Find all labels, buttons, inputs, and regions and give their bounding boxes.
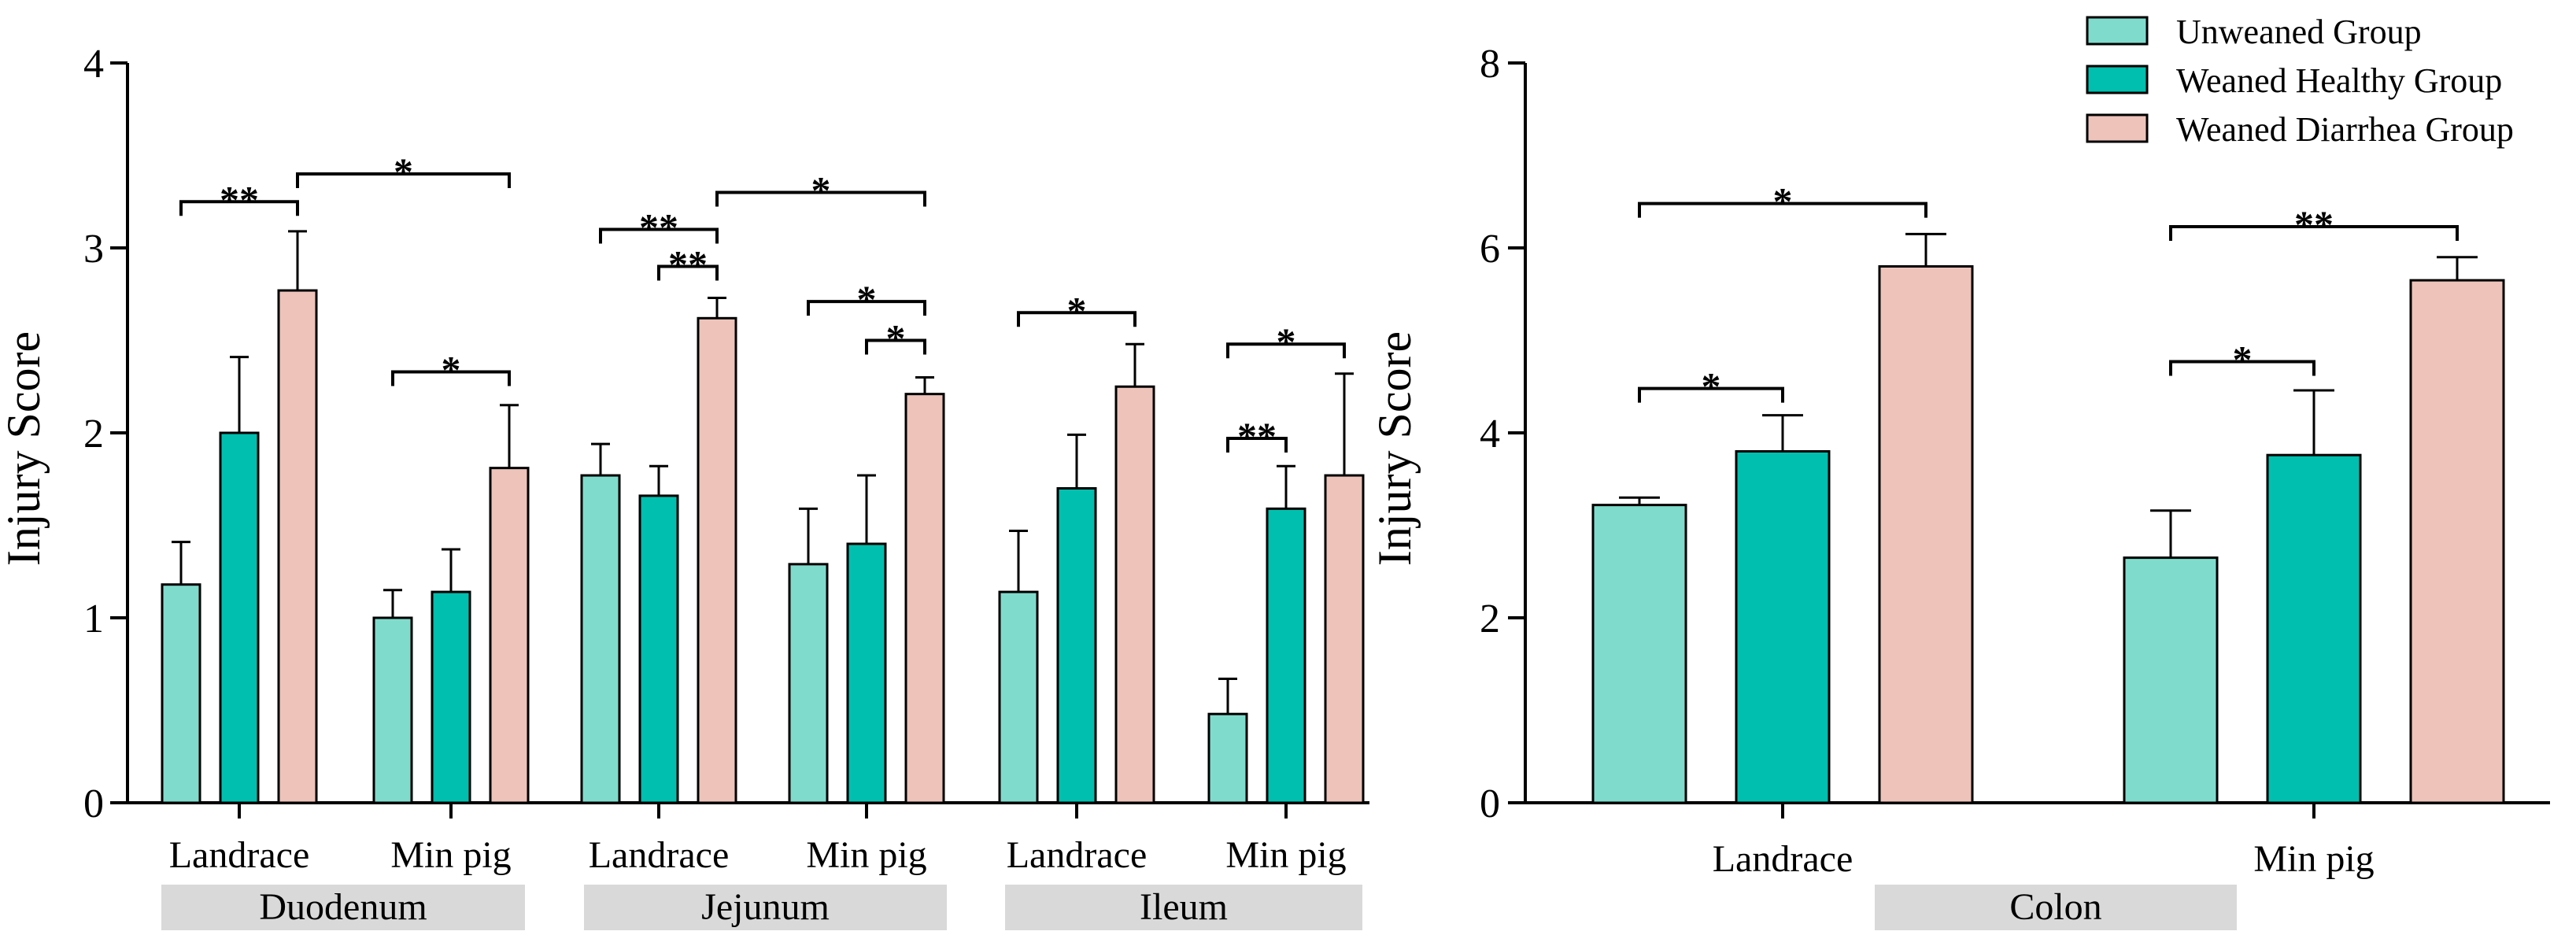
x-category-label: Min pig: [806, 834, 926, 876]
y-tick-label: 2: [1480, 597, 1500, 641]
y-tick-label: 6: [1480, 227, 1500, 272]
bar-ileum-min-pig-weaned-diarrhea: [1324, 474, 1365, 804]
legend-label-weaned-diarrhea: Weaned Diarrhea Group: [2176, 110, 2514, 149]
legend-label-unweaned: Unweaned Group: [2176, 13, 2422, 51]
significance-bracket: [179, 200, 299, 216]
bar-colon-min-pig-weaned-healthy: [2266, 453, 2362, 804]
y-tick-label: 0: [83, 782, 104, 826]
legend: Unweaned Group Weaned Healthy Group Wean…: [2086, 13, 2514, 149]
bar-duodenum-min-pig-weaned-healthy: [431, 590, 471, 804]
bar-jejunum-min-pig-unweaned: [788, 563, 829, 804]
x-category-label: Min pig: [1225, 834, 1346, 876]
significance-label: **: [220, 177, 259, 221]
y-tick-label: 4: [1480, 412, 1500, 456]
region-label-ileum: Ileum: [1140, 886, 1228, 928]
region-label-duodenum: Duodenum: [259, 886, 427, 928]
bar-ileum-min-pig-weaned-healthy: [1266, 507, 1306, 804]
legend-swatch-unweaned: [2086, 16, 2149, 46]
y-axis-title: Injury Score: [0, 331, 50, 566]
bar-ileum-landrace-weaned-diarrhea: [1114, 385, 1155, 804]
significance-label: *: [1067, 288, 1087, 332]
significance-bracket: [599, 227, 719, 244]
x-category-label: Landrace: [1713, 838, 1853, 880]
significance-bracket: [715, 190, 926, 207]
x-category-label: Landrace: [589, 834, 730, 876]
panel-small-intestine: Injury Score 0 1 2 3 4 Landrace Min pig Landrace…: [0, 42, 1369, 930]
significance-label: *: [442, 347, 461, 391]
bar-ileum-landrace-weaned-healthy: [1056, 487, 1097, 804]
y-tick-label: 3: [83, 227, 104, 272]
significance-label: *: [857, 277, 877, 321]
bar-duodenum-landrace-weaned-healthy: [219, 431, 260, 804]
y-axis-title: Injury Score: [1369, 331, 1421, 566]
x-category-label: Min pig: [2253, 838, 2374, 880]
bar-colon-landrace-weaned-healthy: [1735, 450, 1831, 804]
bar-colon-landrace-unweaned: [1591, 504, 1687, 804]
bar-duodenum-min-pig-weaned-diarrhea: [489, 467, 530, 804]
region-box-ileum: [1005, 885, 1362, 930]
significance-bracket: [657, 264, 719, 281]
region-label-jejunum: Jejunum: [701, 886, 830, 928]
bar-duodenum-landrace-unweaned: [161, 583, 201, 804]
legend-swatch-weaned-diarrhea: [2086, 113, 2149, 143]
significance-bracket: [2169, 360, 2315, 376]
significance-label: *: [811, 168, 831, 212]
region-box-duodenum: [161, 885, 525, 930]
significance-label: **: [639, 205, 678, 249]
bar-jejunum-landrace-weaned-healthy: [638, 494, 679, 804]
bar-jejunum-min-pig-weaned-diarrhea: [904, 393, 945, 804]
y-tick-label: 8: [1480, 42, 1500, 87]
significance-label: *: [1773, 179, 1793, 224]
bar-colon-min-pig-unweaned: [2123, 556, 2219, 804]
x-category-label: Landrace: [169, 834, 310, 876]
significance-bracket: [1638, 201, 1927, 218]
significance-label: *: [886, 316, 906, 360]
significance-label: *: [1702, 364, 1721, 408]
y-tick-label: 4: [83, 42, 104, 87]
x-category-label: Landrace: [1007, 834, 1148, 876]
significance-bracket: [1226, 437, 1288, 453]
bar-colon-landrace-weaned-diarrhea: [1878, 265, 1974, 804]
significance-label: **: [1237, 414, 1277, 458]
significance-label: *: [2233, 338, 2253, 382]
significance-label: *: [394, 150, 413, 194]
bar-jejunum-min-pig-weaned-healthy: [846, 542, 887, 804]
significance-bracket: [807, 300, 926, 316]
bar-ileum-min-pig-unweaned: [1207, 712, 1248, 804]
bar-ileum-landrace-unweaned: [998, 590, 1039, 804]
bar-jejunum-landrace-unweaned: [580, 474, 621, 804]
y-tick-label: 1: [83, 597, 104, 641]
significance-label: **: [2294, 202, 2334, 246]
x-category-label: Min pig: [390, 834, 511, 876]
bar-duodenum-min-pig-unweaned: [372, 616, 413, 804]
significance-bracket: [391, 370, 511, 386]
region-box-jejunum: [584, 885, 947, 930]
legend-swatch-weaned-healthy: [2086, 65, 2149, 94]
significance-bracket: [296, 172, 511, 188]
significance-label: **: [668, 242, 708, 286]
significance-bracket: [1638, 386, 1784, 403]
legend-label-weaned-healthy: Weaned Healthy Group: [2176, 61, 2502, 100]
y-tick-label: 2: [83, 412, 104, 456]
bar-jejunum-landrace-weaned-diarrhea: [697, 316, 737, 804]
significance-bracket: [1017, 311, 1136, 327]
region-box-colon: [1875, 885, 2237, 930]
bar-colon-min-pig-weaned-diarrhea: [2409, 279, 2505, 804]
significance-bracket: [865, 338, 926, 355]
bar-duodenum-landrace-weaned-diarrhea: [277, 289, 318, 804]
significance-bracket: [1226, 342, 1346, 359]
significance-label: *: [1277, 320, 1296, 364]
y-tick-label: 0: [1480, 782, 1500, 826]
significance-bracket: [2169, 224, 2459, 241]
region-label-colon: Colon: [2009, 886, 2101, 928]
